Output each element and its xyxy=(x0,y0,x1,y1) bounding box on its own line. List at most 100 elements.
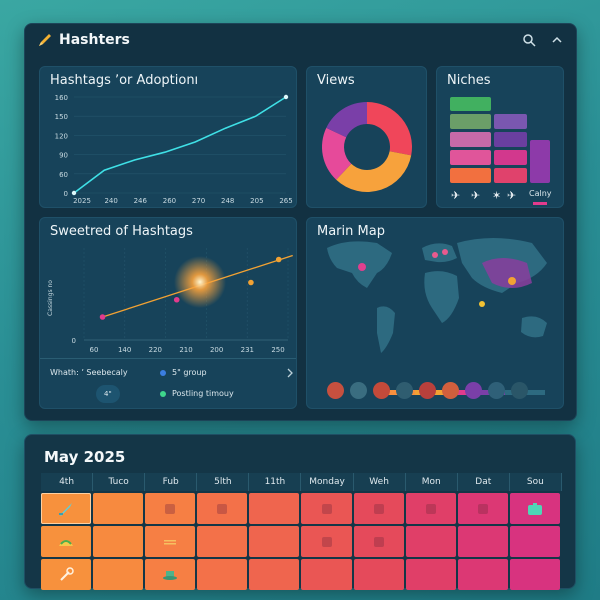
glow-highlight xyxy=(174,256,226,308)
legend-swatch xyxy=(533,202,547,205)
x-tick-label: 260 xyxy=(163,197,176,205)
calendar-cell[interactable] xyxy=(197,526,248,557)
calendar-cell[interactable] xyxy=(197,493,248,524)
south-america-shape xyxy=(377,306,395,353)
chevron-right-icon[interactable] xyxy=(286,368,294,378)
plane-icon: ✈ xyxy=(451,189,460,202)
map-pin[interactable] xyxy=(358,263,366,271)
calendar-cell[interactable] xyxy=(509,526,560,557)
adoption-line xyxy=(73,96,287,194)
door-icon xyxy=(321,536,332,547)
mic-icon xyxy=(373,503,384,514)
calendar-header-cell: Monday xyxy=(301,473,354,491)
tool-icon[interactable] xyxy=(350,382,367,399)
calendar-header-cell: 5lth xyxy=(197,473,250,491)
niches-title: Niches xyxy=(447,73,491,88)
y-tick-label: 0 xyxy=(64,190,68,198)
calendar-cell[interactable] xyxy=(301,526,352,557)
calendar-cell[interactable] xyxy=(93,559,144,590)
legend-posting: Postling timouy xyxy=(172,389,234,398)
bottle-icon xyxy=(477,503,488,514)
calendar-cell[interactable] xyxy=(509,559,560,590)
calendar-row xyxy=(41,493,562,524)
y-tick-label: 0 xyxy=(72,337,76,345)
calendar-cell[interactable] xyxy=(249,559,300,590)
europe-shape xyxy=(422,243,457,263)
highlight-region xyxy=(482,258,532,288)
calendar-cell[interactable] xyxy=(249,526,300,557)
calendar-cell[interactable] xyxy=(145,526,196,557)
x-tick-label: 246 xyxy=(134,197,148,205)
scatter-point xyxy=(248,279,254,286)
chevron-up-icon[interactable] xyxy=(550,33,564,47)
calendar-cell[interactable] xyxy=(41,493,92,524)
tool-icon[interactable] xyxy=(488,382,505,399)
niche-bar-orange xyxy=(450,168,491,183)
tool-icon[interactable] xyxy=(373,382,390,399)
data-point xyxy=(71,190,77,196)
calendar-cell[interactable] xyxy=(457,493,508,524)
tool-icon[interactable] xyxy=(511,382,528,399)
calendar-cell[interactable] xyxy=(93,526,144,557)
world-map[interactable] xyxy=(307,218,565,410)
calendar-cell[interactable] xyxy=(405,526,456,557)
tool-icon[interactable] xyxy=(465,382,482,399)
y-tick-label: 120 xyxy=(55,132,68,140)
calendar-cell[interactable] xyxy=(405,559,456,590)
calendar-cell[interactable] xyxy=(145,493,196,524)
tool-icon[interactable] xyxy=(419,382,436,399)
niche-bar-green xyxy=(450,97,491,111)
monitor-icon xyxy=(321,503,332,514)
y-tick-label: 150 xyxy=(55,113,68,121)
taco-icon xyxy=(59,539,74,546)
scatter-point xyxy=(173,296,180,303)
map-pin[interactable] xyxy=(442,249,448,255)
calendar-cell[interactable] xyxy=(41,526,92,557)
calendar-header-cell: Sou xyxy=(509,473,562,491)
scatter-point xyxy=(275,256,282,263)
tool-icon[interactable] xyxy=(327,382,344,399)
calendar-cell[interactable] xyxy=(405,493,456,524)
data-point xyxy=(283,94,289,100)
calendar-cell[interactable] xyxy=(353,493,404,524)
map-pin[interactable] xyxy=(432,252,438,258)
calendar-cell[interactable] xyxy=(93,493,144,524)
calendar-cell[interactable] xyxy=(457,526,508,557)
x-tick-label: 2025 xyxy=(73,197,91,205)
y-tick-label: 90 xyxy=(59,152,68,160)
map-pin[interactable] xyxy=(479,301,485,307)
calendar-cell[interactable] xyxy=(301,559,352,590)
niche-bar-violet xyxy=(494,114,527,129)
calendar-cell[interactable] xyxy=(509,493,560,524)
y-tick-label: 160 xyxy=(55,94,68,102)
calendar-cell[interactable] xyxy=(41,559,92,590)
count-pill[interactable]: 4" xyxy=(96,385,120,403)
y-tick-label: 60 xyxy=(59,171,68,179)
calendar-cell[interactable] xyxy=(457,559,508,590)
calendar-cell[interactable] xyxy=(353,559,404,590)
calendar-cell[interactable] xyxy=(197,559,248,590)
tool-icon[interactable] xyxy=(396,382,413,399)
sweet-title: Sweetred of Hashtags xyxy=(50,224,193,239)
search-icon[interactable] xyxy=(522,33,536,47)
calendar-cell[interactable] xyxy=(301,493,352,524)
app-title: Hashters xyxy=(59,32,130,48)
map-pin[interactable] xyxy=(508,277,516,285)
box-icon xyxy=(217,503,228,514)
tool-icon[interactable] xyxy=(442,382,459,399)
calendar-cell[interactable] xyxy=(145,559,196,590)
australia-shape xyxy=(521,316,547,338)
views-title: Views xyxy=(317,73,355,88)
africa-shape xyxy=(424,271,459,323)
calendar-header-cell: Dat xyxy=(457,473,510,491)
adoption-title: Hashtags ʼor Adoptionı xyxy=(50,73,199,88)
map-title: Marin Map xyxy=(317,224,385,239)
calendar-cell[interactable] xyxy=(353,526,404,557)
niche-bar-purple xyxy=(494,132,527,147)
donut-slice xyxy=(336,151,412,192)
x-tick-label: 248 xyxy=(221,197,234,205)
sweet-card: Sweetred of Hashtags Cassings no 0 60 140 22… xyxy=(39,217,297,409)
calendar-cell[interactable] xyxy=(249,493,300,524)
niches-card: Niches ✈ ✈ ✶ ✈ Calny xyxy=(436,66,564,208)
sword-icon xyxy=(59,502,73,516)
